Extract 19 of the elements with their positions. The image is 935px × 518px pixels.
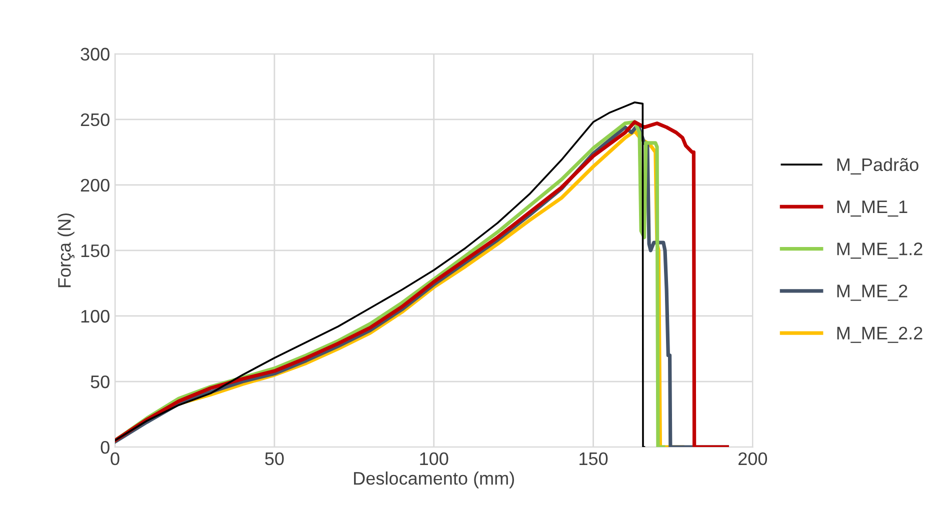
y-axis-title: Força (N)	[58, 213, 74, 288]
x-tick-label: 0	[110, 452, 120, 466]
x-tick-label: 150	[580, 452, 608, 466]
x-tick-label: 100	[420, 452, 448, 466]
legend-label: M_ME_1.2	[837, 242, 922, 259]
y-tick-label: 150	[81, 244, 110, 258]
y-tick-label: 200	[80, 178, 110, 192]
legend-label: M_ME_2.2	[837, 326, 922, 343]
y-tick-label: 100	[81, 310, 110, 323]
x-tick-label: 200	[738, 452, 768, 466]
x-axis-title: Deslocamento (mm)	[354, 472, 514, 488]
y-tick-label: 50	[90, 375, 110, 388]
legend-label: M_ME_1	[837, 200, 908, 217]
y-tick-label: 250	[80, 113, 110, 126]
y-tick-label: 300	[80, 48, 110, 61]
legend-label: M_ME_2	[837, 284, 908, 301]
x-tick-label: 50	[265, 452, 284, 466]
legend-label: M_Padrão	[837, 158, 918, 174]
y-tick-label: 0	[100, 440, 110, 454]
